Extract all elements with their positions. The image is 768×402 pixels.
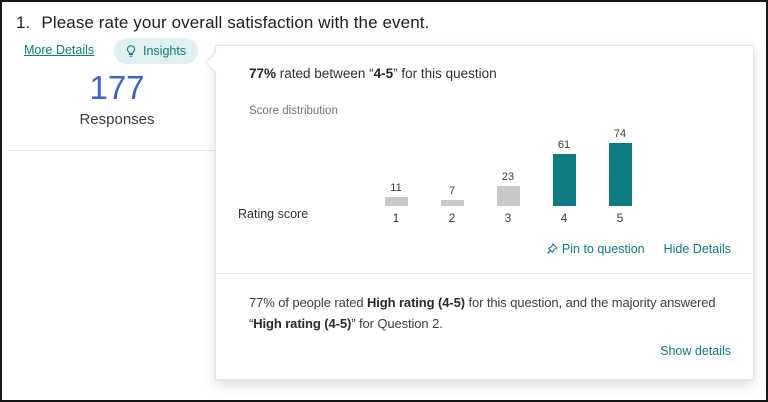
bar-column: 74 5 (592, 124, 648, 225)
responses-count: 177 (89, 69, 145, 106)
lightbulb-icon (124, 44, 138, 58)
bar-column: 23 3 (480, 124, 536, 225)
bar-column: 61 4 (536, 124, 592, 225)
insights-badge[interactable]: Insights (114, 38, 199, 64)
bar (496, 186, 520, 206)
bar-tick-label: 5 (616, 211, 624, 225)
bar-value-label: 11 (390, 182, 402, 194)
insight-summary: 77% of people rated High rating (4-5) fo… (249, 295, 716, 331)
chart-title: Score distribution (249, 105, 338, 117)
headline-percent: 77% (249, 66, 277, 81)
bar-tick-label: 4 (560, 211, 568, 225)
responses-label: Responses (79, 111, 155, 128)
bar (552, 154, 576, 206)
bar-tick-label: 1 (392, 211, 400, 225)
pin-to-question-link[interactable]: Pin to question (546, 242, 645, 256)
bar-column: 11 1 (368, 124, 424, 225)
pin-icon (546, 242, 559, 256)
bar (440, 200, 464, 206)
hide-details-link[interactable]: Hide Details (663, 242, 731, 256)
x-axis-label: Rating score (238, 207, 309, 221)
headline-range: 4-5 (373, 66, 394, 81)
insights-badge-label: Insights (143, 44, 187, 58)
bar-value-label: 74 (613, 128, 627, 140)
question-title-text: Please rate your overall satisfaction wi… (41, 13, 430, 32)
insight-headline: 77% rated between “4-5” for this questio… (249, 66, 497, 81)
insights-card: 77% rated between “4-5” for this questio… (204, 45, 754, 380)
section-divider (8, 150, 215, 151)
card-divider (216, 273, 753, 274)
summary-high-rating-1: High rating (4-5) (366, 295, 465, 310)
more-details-link[interactable]: More Details (24, 43, 95, 57)
bar-tick-label: 3 (504, 211, 512, 225)
bar-value-label: 23 (501, 171, 515, 183)
card-actions: Pin to question Hide Details (546, 242, 731, 256)
bar (608, 143, 632, 206)
question-number: 1. (16, 13, 31, 32)
bar (384, 197, 408, 206)
summary-high-rating-2: High rating (4-5) (253, 316, 352, 331)
question-title: 1. Please rate your overall satisfaction… (16, 13, 429, 33)
bar-tick-label: 2 (448, 211, 456, 225)
show-details-link[interactable]: Show details (660, 344, 731, 358)
bar-value-label: 61 (557, 139, 571, 151)
card-pointer (204, 51, 226, 74)
bar-value-label: 7 (448, 185, 456, 197)
responses-block: 177 Responses (42, 69, 192, 128)
pin-to-question-label: Pin to question (561, 242, 645, 256)
score-chart: 11 1 7 2 23 3 61 4 74 5 (368, 124, 648, 225)
